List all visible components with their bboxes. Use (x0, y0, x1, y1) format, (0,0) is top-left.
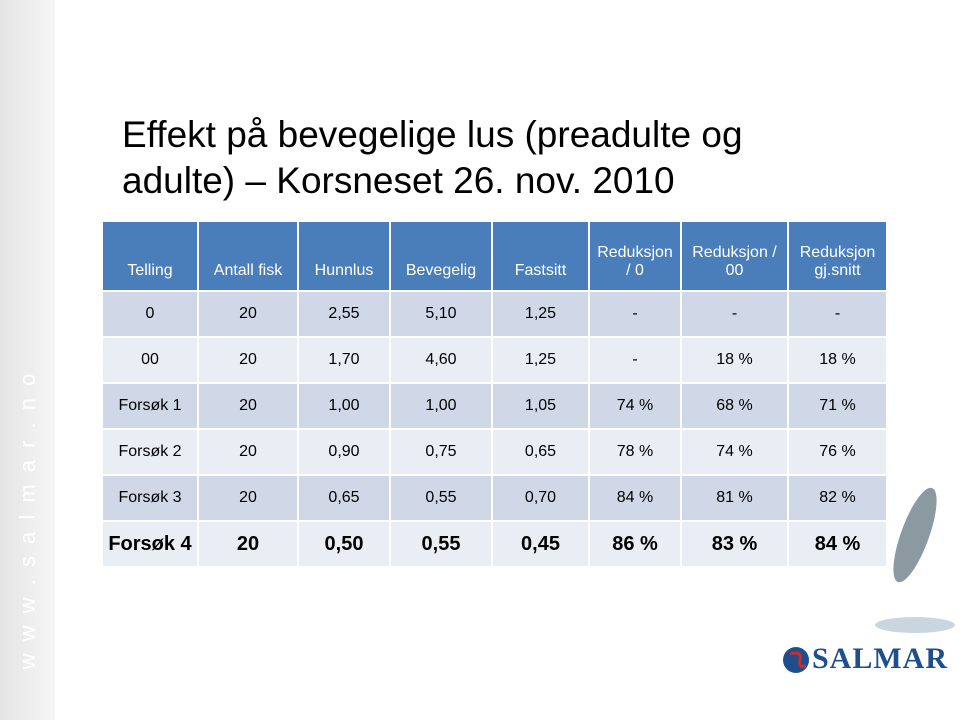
table-cell: 5,10 (391, 290, 493, 336)
table-cell: 74 % (590, 382, 682, 428)
table-cell: - (789, 290, 888, 336)
table-cell: 71 % (789, 382, 888, 428)
table-cell: 1,25 (493, 290, 590, 336)
table-cell: 1,00 (391, 382, 493, 428)
table-cell: 00 (103, 336, 199, 382)
fish-illustration (875, 487, 955, 633)
table-cell: 20 (199, 474, 299, 520)
table-cell: 18 % (789, 336, 888, 382)
table-row: Forsøk 2 20 0,90 0,75 0,65 78 % 74 % 76 % (103, 428, 888, 474)
table-row: Forsøk 3 20 0,65 0,55 0,70 84 % 81 % 82 % (103, 474, 888, 520)
header-cell: Reduksjon gj.snitt (789, 222, 888, 290)
table-row: Forsøk 4 20 0,50 0,55 0,45 86 % 83 % 84 % (103, 520, 888, 566)
header-row: Telling Antall fisk Hunnlus Bevegelig Fastsi… (103, 222, 888, 290)
logo: SALMAR (812, 642, 949, 675)
slide-title: Effekt på bevegelige lus (preadulte og a… (122, 114, 743, 201)
table-cell: 1,25 (493, 336, 590, 382)
table-cell: 84 % (789, 520, 888, 566)
table-cell: 74 % (682, 428, 789, 474)
table-cell: 1,00 (299, 382, 391, 428)
table-cell: - (590, 290, 682, 336)
table-cell: 0,65 (299, 474, 391, 520)
table-cell: 83 % (682, 520, 789, 566)
table-cell: 84 % (590, 474, 682, 520)
table-cell: 20 (199, 428, 299, 474)
table-cell: 2,55 (299, 290, 391, 336)
table-row: 0 20 2,55 5,10 1,25- - - (103, 290, 888, 336)
table-cell: 1,05 (493, 382, 590, 428)
table-cell: 81 % (682, 474, 789, 520)
header-cell: Reduksjon / 00 (682, 222, 789, 290)
data-table: Telling Antall fisk Hunnlus Bevegelig Fastsi… (103, 222, 888, 566)
table-cell: 20 (199, 336, 299, 382)
table-row: Forsøk 1 20 1,00 1,00 1,05 74 % 68 % 71 % (103, 382, 888, 428)
table-cell: 0,65 (493, 428, 590, 474)
table-cell: Forsøk 1 (103, 382, 199, 428)
table-cell: 0,50 (299, 520, 391, 566)
table-cell: 68 % (682, 382, 789, 428)
header-cell: Fastsitt (493, 222, 590, 290)
table-cell: 0 (103, 290, 199, 336)
table-cell: - (682, 290, 789, 336)
table-cell: 82 % (789, 474, 888, 520)
table-cell: 0,55 (391, 474, 493, 520)
table-cell: 18 % (682, 336, 789, 382)
table-cell: 20 (199, 520, 299, 566)
table-cell: 0,55 (391, 520, 493, 566)
table-cell: 86 % (590, 520, 682, 566)
header-cell: Reduksjon / 0 (590, 222, 682, 290)
table-cell: 0,75 (391, 428, 493, 474)
table-cell: 1,70 (299, 336, 391, 382)
table-cell: 20 (199, 290, 299, 336)
header-cell: Antall fisk (199, 222, 299, 290)
header-cell: Telling (103, 222, 199, 290)
table-cell: 0,90 (299, 428, 391, 474)
table-cell: 76 % (789, 428, 888, 474)
header-cell: Bevegelig (391, 222, 493, 290)
table-cell: 4,60 (391, 336, 493, 382)
table-cell: - (590, 336, 682, 382)
table-cell: 0,70 (493, 474, 590, 520)
table-body: 0 20 2,55 5,10 1,25- - -00 20 1,70 4,60 1,25-18 % 1… (103, 290, 888, 566)
sidebar-url: w w w . s a l m a r . n o (15, 370, 40, 670)
table-cell: Forsøk 2 (103, 428, 199, 474)
table-cell: 0,45 (493, 520, 590, 566)
logo-icon (783, 647, 809, 673)
fish (893, 487, 937, 583)
sidebar: w w w . s a l m a r . n o (0, 0, 55, 720)
header-cell: Hunnlus (299, 222, 391, 290)
table-cell: 78 % (590, 428, 682, 474)
table-row: 00 20 1,70 4,60 1,25-18 % 18 % (103, 336, 888, 382)
table-cell: 20 (199, 382, 299, 428)
table-cell: Forsøk 4 (103, 520, 199, 566)
table-cell: Forsøk 3 (103, 474, 199, 520)
splash (875, 617, 955, 633)
